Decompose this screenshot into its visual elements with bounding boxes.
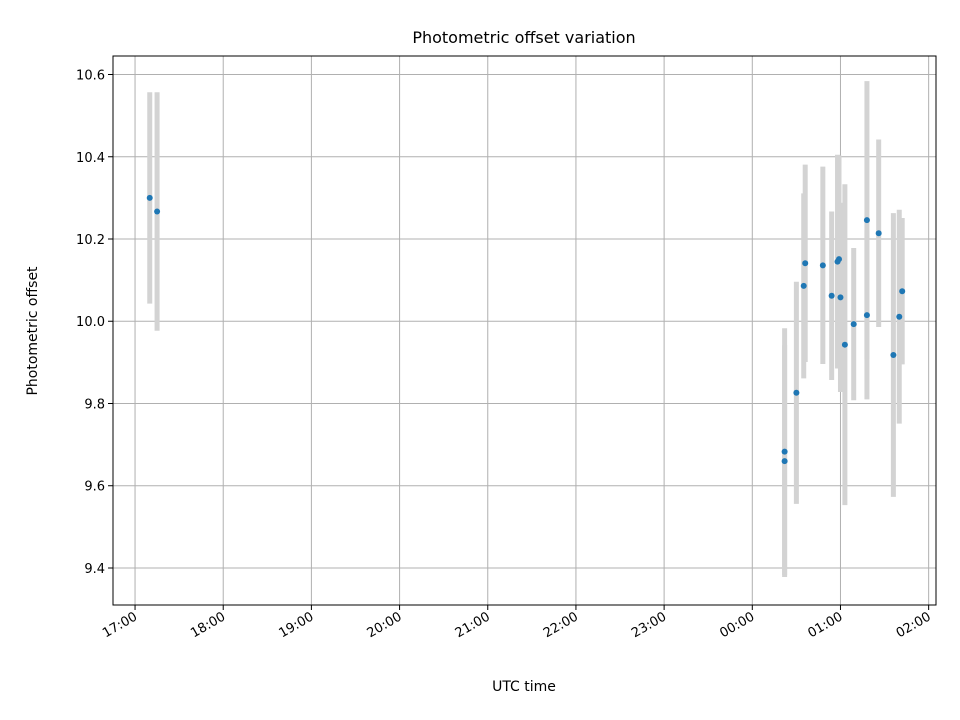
data-point [863,217,870,224]
data-point [828,292,835,299]
data-point [154,208,161,215]
data-points [146,194,906,465]
y-axis-label: Photometric offset [25,266,41,396]
data-point [875,230,882,237]
data-point [899,288,906,295]
grid [113,56,936,605]
data-point [146,194,153,201]
data-point [850,321,857,328]
y-tick-label: 9.8 [84,397,105,412]
chart-title: Photometric offset variation [412,28,635,47]
x-axis-label: UTC time [492,679,556,695]
data-point [819,262,826,269]
y-axis-ticks: 9.4 9.6 9.8 10.0 10.2 10.4 10.6 [76,69,113,577]
y-tick-label: 9.6 [84,480,105,495]
data-point [837,294,844,301]
y-tick-label: 9.4 [84,562,105,577]
data-point [793,389,800,396]
y-tick-label: 10.2 [76,233,105,248]
data-point [896,313,903,320]
data-point [800,282,807,289]
data-point [863,312,870,319]
data-point [781,458,788,465]
data-point [841,341,848,348]
data-point [890,351,897,358]
data-point [836,256,843,263]
y-tick-label: 10.4 [76,151,105,166]
data-point [781,448,788,455]
y-tick-label: 10.0 [76,315,105,330]
plot-frame [112,55,937,606]
y-tick-label: 10.6 [76,69,105,84]
data-point [802,260,809,267]
